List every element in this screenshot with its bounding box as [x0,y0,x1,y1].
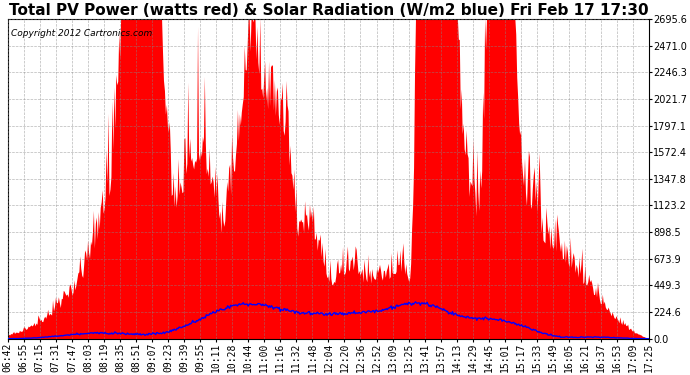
Title: Total PV Power (watts red) & Solar Radiation (W/m2 blue) Fri Feb 17 17:30: Total PV Power (watts red) & Solar Radia… [8,3,648,18]
Text: Copyright 2012 Cartronics.com: Copyright 2012 Cartronics.com [11,28,152,38]
